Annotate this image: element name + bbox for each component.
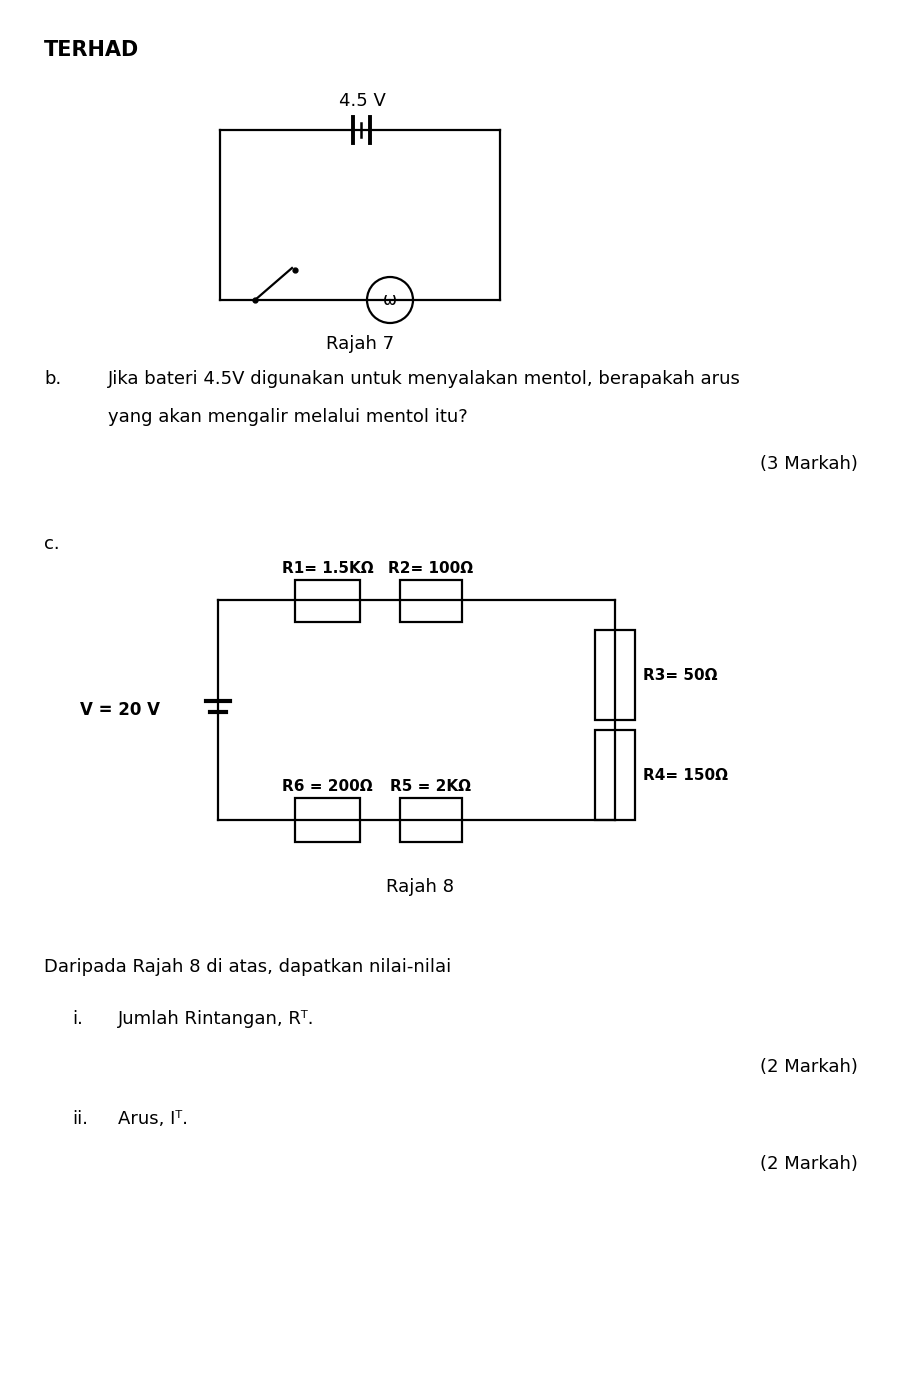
Bar bbox=[295, 798, 360, 842]
Text: R1= 1.5KΩ: R1= 1.5KΩ bbox=[281, 561, 373, 576]
Bar bbox=[400, 580, 462, 622]
Text: Rajah 8: Rajah 8 bbox=[385, 878, 454, 896]
Bar bbox=[594, 729, 634, 820]
Text: Arus, Iᵀ.: Arus, Iᵀ. bbox=[118, 1109, 188, 1128]
Text: V = 20 V: V = 20 V bbox=[80, 702, 160, 720]
Text: Daripada Rajah 8 di atas, dapatkan nilai-nilai: Daripada Rajah 8 di atas, dapatkan nilai… bbox=[44, 958, 451, 976]
Text: b.: b. bbox=[44, 370, 61, 388]
Bar bbox=[594, 631, 634, 720]
Text: Jika bateri 4.5V digunakan untuk menyalakan mentol, berapakah arus: Jika bateri 4.5V digunakan untuk menyala… bbox=[108, 370, 740, 388]
Text: 4.5 V: 4.5 V bbox=[338, 92, 385, 110]
Bar bbox=[400, 798, 462, 842]
Text: ω: ω bbox=[382, 291, 397, 309]
Text: R6 = 200Ω: R6 = 200Ω bbox=[282, 780, 373, 793]
Text: (3 Markah): (3 Markah) bbox=[759, 455, 857, 473]
Text: R2= 100Ω: R2= 100Ω bbox=[388, 561, 473, 576]
Text: yang akan mengalir melalui mentol itu?: yang akan mengalir melalui mentol itu? bbox=[108, 408, 467, 426]
Text: c.: c. bbox=[44, 535, 60, 553]
Text: i.: i. bbox=[72, 1011, 83, 1029]
Text: TERHAD: TERHAD bbox=[44, 40, 139, 60]
Text: R5 = 2KΩ: R5 = 2KΩ bbox=[390, 780, 471, 793]
Text: (2 Markah): (2 Markah) bbox=[759, 1155, 857, 1173]
Text: Jumlah Rintangan, Rᵀ.: Jumlah Rintangan, Rᵀ. bbox=[118, 1011, 314, 1029]
Text: ii.: ii. bbox=[72, 1109, 87, 1128]
Text: Rajah 7: Rajah 7 bbox=[326, 335, 393, 354]
Text: R3= 50Ω: R3= 50Ω bbox=[642, 668, 717, 682]
Text: R4= 150Ω: R4= 150Ω bbox=[642, 767, 727, 782]
Text: (2 Markah): (2 Markah) bbox=[759, 1058, 857, 1076]
Bar bbox=[295, 580, 360, 622]
